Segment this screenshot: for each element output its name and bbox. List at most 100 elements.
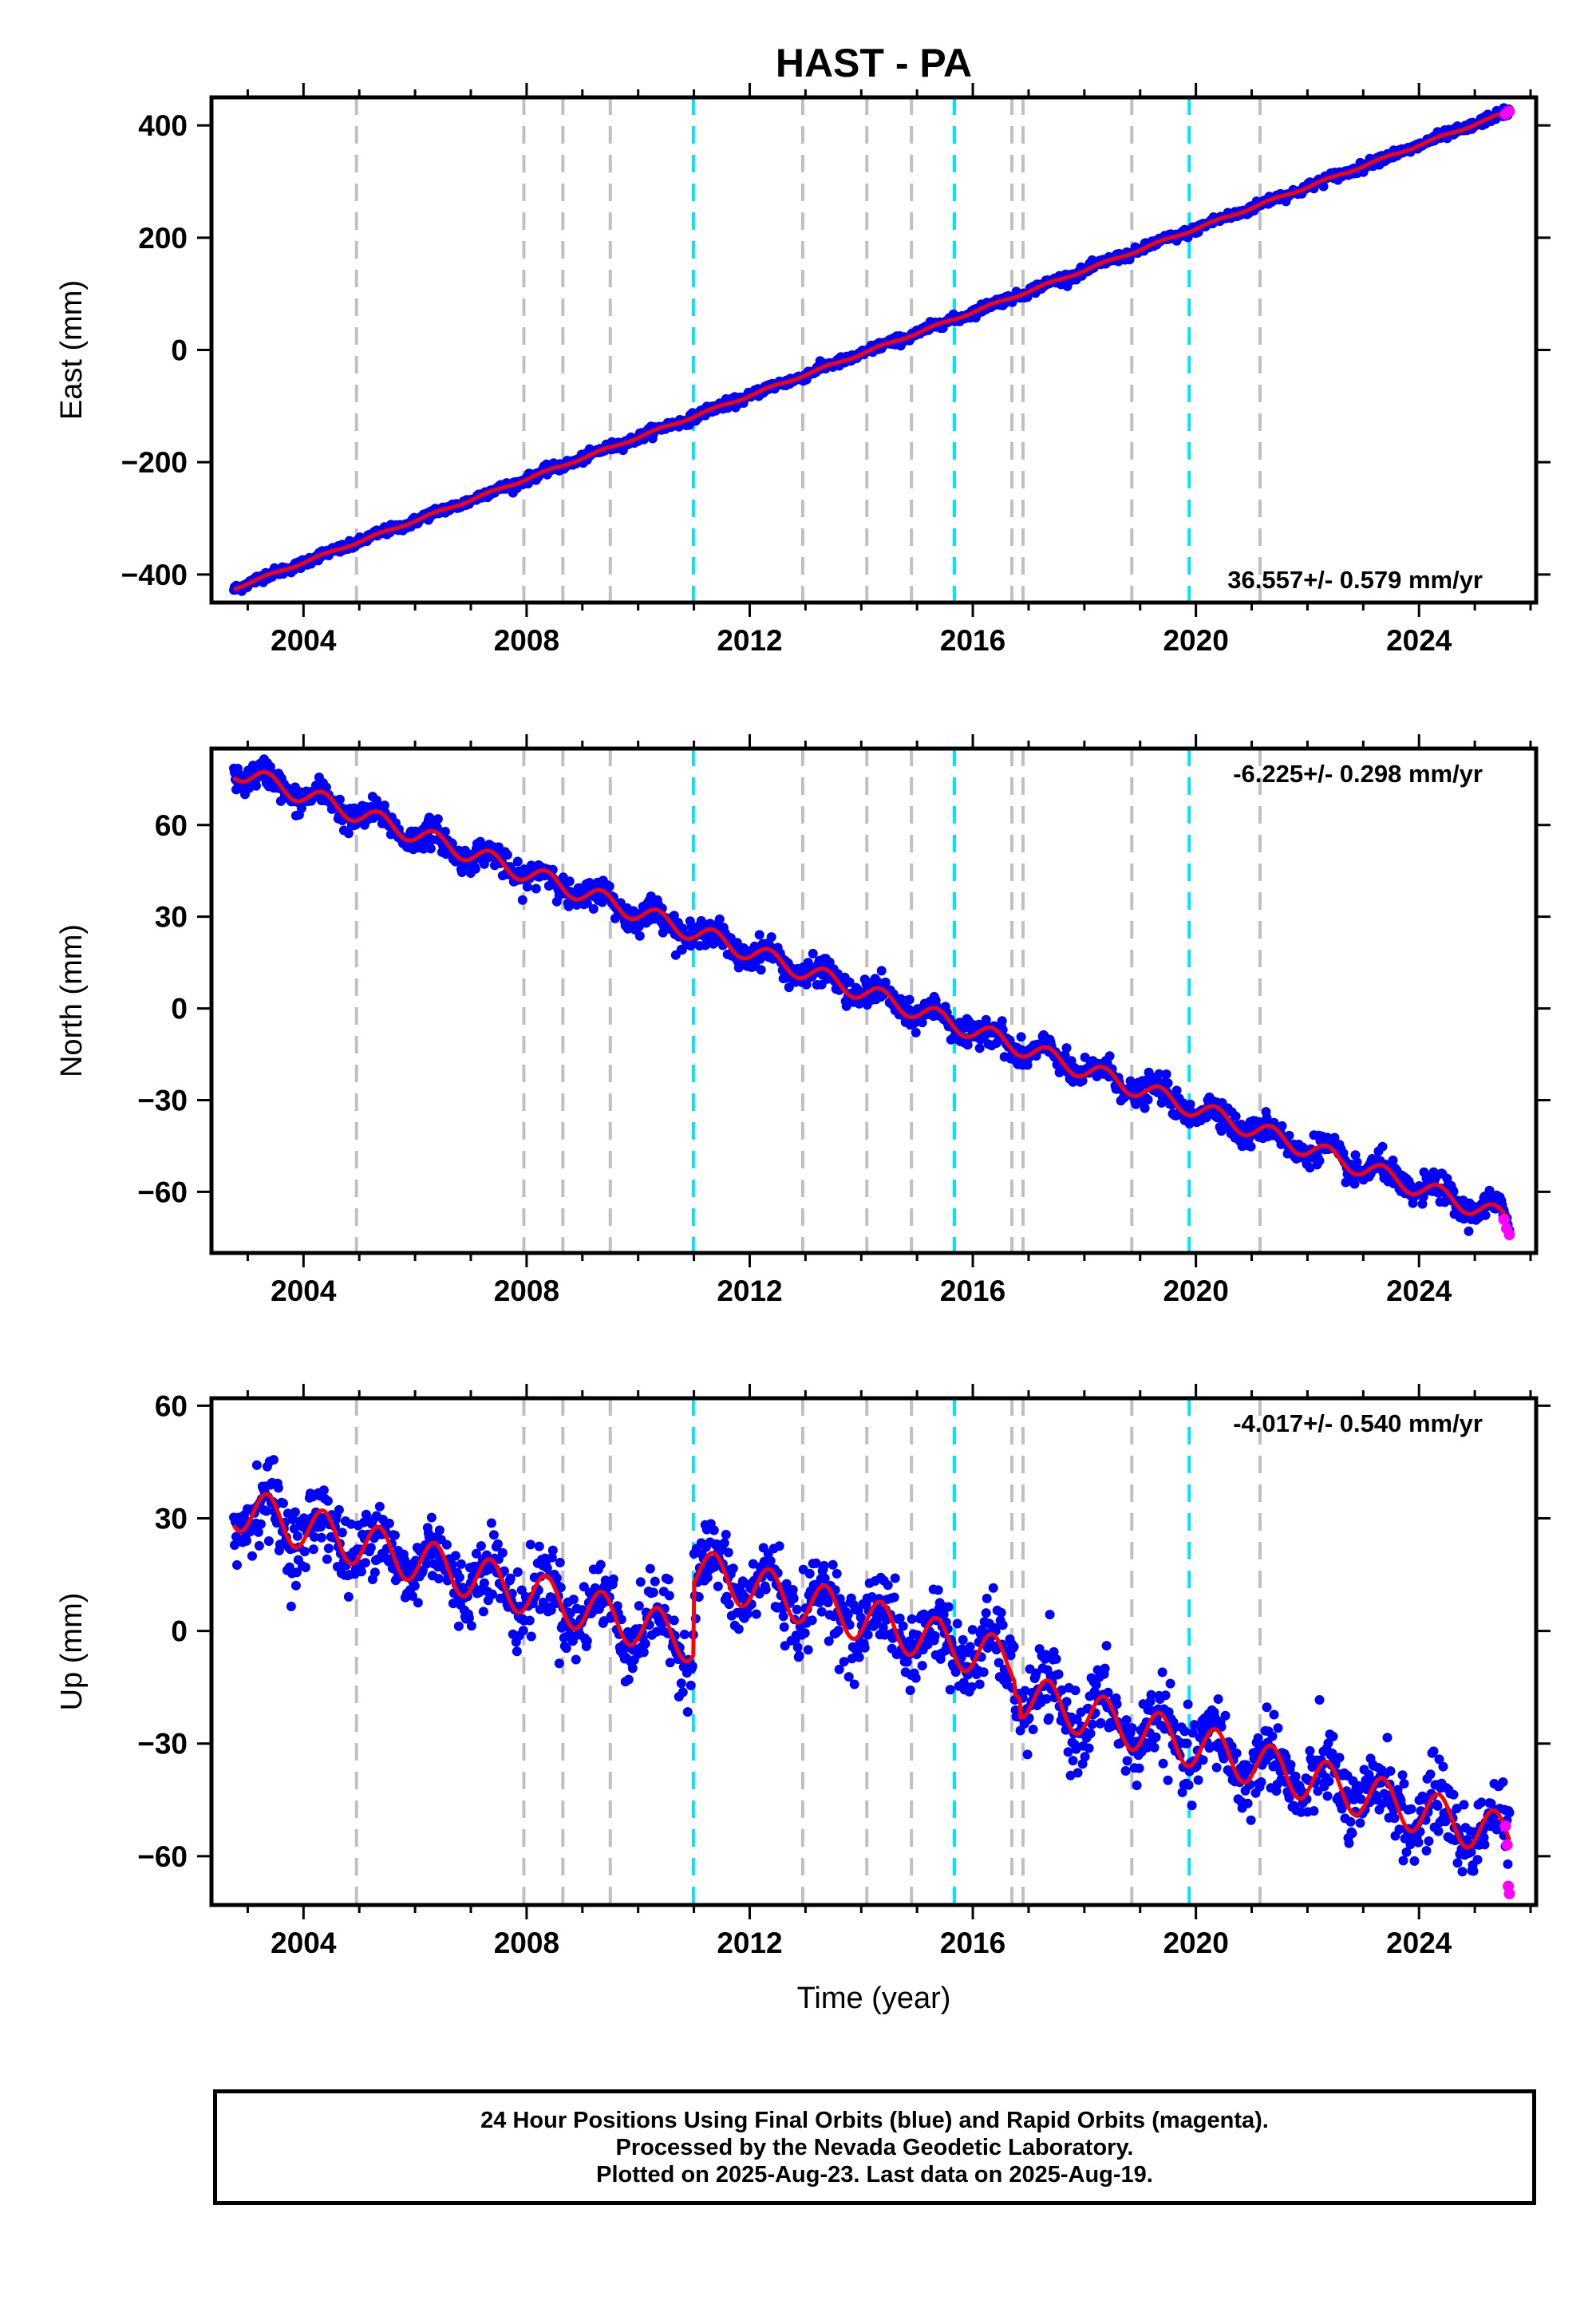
data-point	[290, 1507, 300, 1517]
data-point	[685, 1680, 696, 1690]
data-point	[1398, 1856, 1408, 1866]
data-point	[664, 1591, 674, 1601]
x-tick-label: 2008	[494, 624, 559, 657]
data-point	[1406, 1804, 1416, 1814]
data-point	[251, 781, 261, 791]
data-point	[1016, 1032, 1026, 1042]
data-point	[1322, 1791, 1333, 1801]
rapid-orbit-point	[1503, 105, 1515, 117]
data-point	[479, 1578, 489, 1588]
data-point	[486, 1518, 496, 1528]
data-point	[1157, 1667, 1167, 1678]
data-point	[379, 800, 389, 811]
data-point	[497, 1547, 508, 1558]
data-point	[1073, 1768, 1083, 1778]
data-point	[623, 1674, 634, 1685]
data-point	[1309, 1806, 1319, 1816]
data-point	[571, 1654, 581, 1665]
data-point	[997, 1016, 1007, 1026]
data-point	[413, 1598, 423, 1608]
data-point	[679, 1630, 689, 1639]
data-point	[1345, 1816, 1356, 1827]
data-point	[1355, 1818, 1365, 1828]
data-point	[595, 1559, 606, 1570]
data-point	[800, 1628, 810, 1638]
data-point	[876, 966, 887, 976]
y-tick-label: −400	[121, 559, 188, 591]
data-point	[1448, 1789, 1459, 1800]
model-fit-line	[233, 109, 1510, 591]
data-point	[1324, 1777, 1334, 1786]
data-point	[290, 1580, 301, 1591]
data-point	[828, 1559, 838, 1570]
data-point	[1061, 1043, 1072, 1053]
data-point	[774, 1541, 784, 1551]
data-point	[300, 1563, 310, 1572]
data-point	[713, 1581, 723, 1591]
data-point	[1171, 1085, 1182, 1096]
data-point	[1183, 1699, 1193, 1709]
data-point	[420, 836, 430, 847]
data-point	[1051, 1654, 1061, 1664]
data-point	[1399, 1779, 1409, 1788]
data-point	[634, 922, 644, 931]
data-point	[751, 1609, 761, 1619]
data-point	[930, 1630, 940, 1641]
data-point	[1273, 1723, 1283, 1733]
data-point	[905, 1686, 915, 1695]
y-tick-label: −60	[137, 1176, 188, 1208]
y-tick-label: 400	[138, 109, 188, 142]
data-point	[441, 1539, 452, 1550]
data-point	[765, 1555, 776, 1566]
data-point	[1459, 1800, 1469, 1810]
data-point	[1256, 1777, 1266, 1787]
data-point	[369, 1567, 380, 1578]
data-point	[804, 1568, 815, 1579]
data-point	[564, 876, 575, 887]
x-tick-label: 2016	[940, 624, 1005, 657]
data-point	[998, 1620, 1008, 1630]
x-tick-label: 2012	[717, 624, 782, 657]
data-point	[547, 1545, 558, 1555]
data-point	[766, 932, 776, 943]
data-point	[343, 1591, 354, 1602]
data-point	[890, 1573, 900, 1583]
data-point	[1149, 1742, 1159, 1753]
data-point	[678, 1687, 688, 1697]
data-point	[803, 1645, 813, 1655]
data-point	[389, 1530, 400, 1540]
x-tick-label: 2012	[717, 1275, 782, 1307]
data-point	[1385, 1766, 1396, 1777]
data-point	[917, 1661, 927, 1671]
data-point	[965, 1642, 975, 1652]
data-point	[1468, 1866, 1479, 1876]
data-point	[1045, 1610, 1055, 1620]
data-point	[808, 948, 818, 958]
data-point	[255, 1519, 266, 1529]
data-point	[982, 1593, 992, 1603]
data-point	[571, 899, 582, 910]
data-point	[299, 1547, 310, 1557]
data-point	[1121, 1715, 1132, 1725]
data-point	[456, 1559, 466, 1569]
y-tick-label: −30	[137, 1084, 188, 1117]
data-point	[627, 1663, 638, 1674]
x-tick-label: 2024	[1386, 1275, 1452, 1307]
data-point	[554, 1658, 564, 1669]
data-point	[512, 1567, 523, 1577]
data-point	[911, 1027, 921, 1037]
data-point	[889, 1592, 899, 1603]
data-point	[1187, 1800, 1197, 1811]
data-point	[1193, 1775, 1203, 1785]
data-point	[1179, 1726, 1190, 1737]
data-point	[1143, 1094, 1153, 1105]
data-point	[1022, 1749, 1033, 1760]
data-point	[778, 1611, 788, 1622]
data-point	[1286, 1760, 1296, 1770]
data-point	[608, 1574, 618, 1584]
data-point	[635, 1577, 646, 1587]
data-point	[365, 1543, 376, 1553]
panel-north: 2004 2008 2012 2016 2020 2024−60−3003060North…	[55, 734, 1551, 1307]
data-point	[854, 1652, 864, 1662]
data-point	[1101, 1641, 1112, 1651]
